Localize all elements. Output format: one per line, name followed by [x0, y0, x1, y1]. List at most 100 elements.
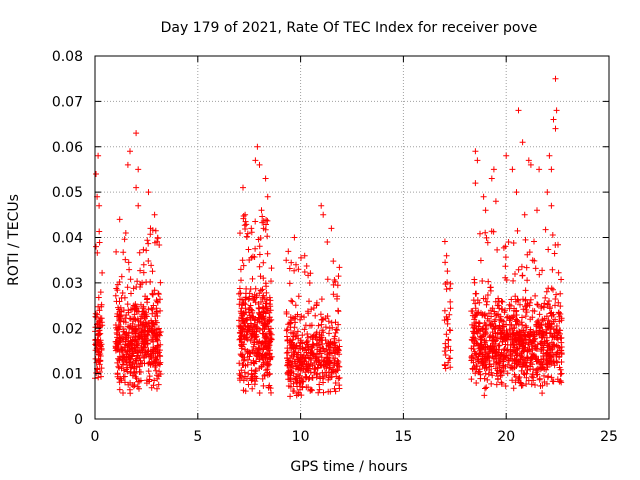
- data-point: [266, 301, 273, 308]
- data-point: [331, 385, 338, 392]
- data-point: [548, 166, 555, 173]
- data-point: [442, 344, 449, 351]
- data-point: [493, 381, 500, 388]
- data-point: [291, 351, 298, 358]
- data-point: [255, 314, 262, 321]
- data-point: [290, 380, 297, 387]
- data-point: [148, 319, 155, 326]
- data-point: [471, 348, 478, 355]
- data-point: [556, 364, 563, 371]
- data-point: [243, 233, 250, 240]
- data-point: [539, 361, 546, 368]
- data-point: [515, 107, 522, 114]
- data-point: [266, 317, 273, 324]
- data-point: [534, 321, 541, 328]
- data-point: [263, 367, 269, 374]
- data-point: [116, 335, 123, 341]
- data-point: [248, 377, 255, 384]
- data-point: [307, 270, 314, 277]
- data-point: [331, 340, 338, 347]
- data-point: [532, 354, 539, 361]
- data-point: [550, 116, 557, 123]
- data-point: [254, 143, 261, 150]
- data-point: [143, 331, 150, 338]
- data-point: [332, 388, 339, 395]
- data-point: [536, 331, 543, 338]
- data-point: [127, 341, 134, 348]
- data-point: [512, 271, 518, 277]
- data-point: [517, 352, 524, 359]
- data-point: [95, 303, 102, 310]
- data-point: [309, 374, 316, 381]
- data-point: [252, 299, 259, 306]
- data-point: [149, 291, 156, 298]
- data-point: [548, 202, 555, 209]
- data-point: [155, 360, 162, 367]
- data-point: [325, 318, 332, 325]
- data-point: [145, 189, 152, 196]
- data-point: [113, 248, 120, 255]
- data-point: [308, 322, 315, 329]
- data-point: [303, 349, 310, 356]
- data-point: [299, 383, 306, 390]
- data-point: [118, 273, 125, 280]
- data-point: [472, 305, 479, 312]
- data-point: [245, 356, 251, 363]
- data-point: [244, 230, 251, 237]
- data-point: [526, 346, 533, 353]
- data-point: [140, 269, 147, 276]
- y-tick-label: 0.05: [52, 185, 83, 201]
- data-point: [546, 343, 553, 350]
- data-point: [141, 353, 148, 360]
- data-point: [256, 318, 263, 325]
- data-point: [509, 341, 515, 348]
- data-point: [502, 254, 509, 261]
- x-tick-label: 15: [394, 429, 412, 445]
- data-point: [540, 317, 547, 324]
- data-point: [477, 230, 483, 237]
- chart-title: Day 179 of 2021, Rate Of TEC Index for r…: [161, 20, 538, 36]
- data-point: [524, 300, 531, 307]
- data-point: [482, 385, 488, 392]
- data-point: [120, 307, 127, 314]
- data-point: [301, 326, 308, 333]
- data-point: [241, 369, 248, 376]
- data-point: [245, 381, 252, 388]
- data-point: [553, 291, 560, 298]
- data-point: [98, 345, 105, 352]
- data-point: [261, 320, 267, 327]
- data-point: [333, 326, 340, 333]
- data-point: [131, 311, 138, 318]
- data-point: [96, 239, 103, 246]
- data-point: [504, 313, 511, 320]
- data-point: [239, 328, 246, 335]
- data-point: [447, 305, 454, 312]
- data-point: [509, 377, 516, 384]
- data-point: [317, 350, 324, 357]
- data-point: [441, 238, 448, 245]
- data-point: [487, 332, 494, 339]
- data-point: [238, 277, 244, 284]
- data-point: [263, 300, 270, 307]
- data-point: [322, 337, 329, 343]
- data-point: [126, 386, 133, 393]
- data-point: [288, 339, 295, 346]
- data-point: [495, 375, 501, 382]
- data-point: [528, 381, 535, 388]
- data-point: [259, 353, 266, 360]
- data-point: [335, 337, 342, 344]
- data-point: [541, 300, 548, 307]
- data-point: [242, 362, 249, 369]
- data-point: [521, 331, 528, 338]
- data-point: [479, 362, 486, 369]
- data-point: [483, 364, 489, 371]
- data-point: [251, 341, 258, 348]
- data-point: [472, 180, 479, 187]
- data-point: [549, 346, 556, 353]
- data-point: [493, 361, 499, 367]
- data-point: [120, 390, 126, 396]
- data-point: [503, 277, 510, 283]
- data-point: [472, 148, 479, 155]
- data-point: [120, 328, 127, 335]
- data-point: [143, 279, 150, 286]
